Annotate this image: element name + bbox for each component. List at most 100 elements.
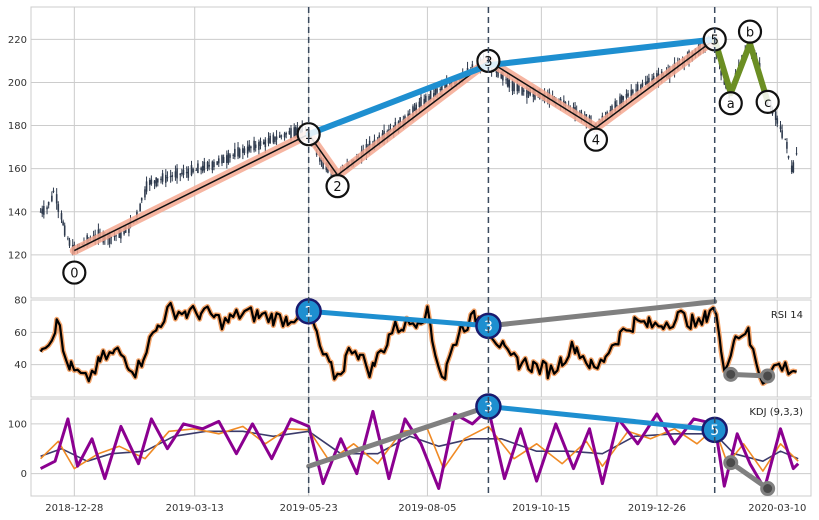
- rsi-panel-label: RSI 14: [771, 310, 803, 321]
- candle-body: [505, 79, 507, 81]
- candle-body: [497, 68, 499, 77]
- candle-body: [283, 133, 286, 138]
- candle-body: [640, 84, 642, 90]
- candle-body: [237, 147, 239, 157]
- candle-body: [439, 88, 442, 91]
- rsi-y-tick-label: 60: [14, 328, 27, 339]
- candle-body: [614, 101, 616, 111]
- candle-body: [632, 90, 634, 94]
- x-tick-label: 2019-03-13: [166, 503, 224, 514]
- candle-body: [206, 162, 209, 169]
- candle-body: [784, 138, 787, 140]
- kdj-j-line: [39, 407, 800, 490]
- candle-body: [39, 211, 42, 213]
- candle-body: [176, 168, 178, 179]
- candle-body: [160, 178, 162, 181]
- candle-body: [171, 175, 174, 177]
- candle-body: [120, 231, 122, 239]
- wave-pivot-marker: [325, 174, 350, 199]
- candle-body: [269, 135, 271, 144]
- candle-body: [254, 144, 257, 148]
- correction-wave-line: [711, 38, 771, 103]
- candle-body: [253, 140, 255, 151]
- candle-body: [522, 89, 525, 92]
- candle-body: [155, 177, 157, 187]
- candle-body: [445, 81, 448, 88]
- candle-body: [118, 229, 121, 238]
- candle-body: [795, 153, 798, 155]
- wave-pivot-label: 1: [305, 128, 313, 143]
- candle-body: [527, 90, 530, 94]
- candle-body: [208, 164, 210, 167]
- candle-body: [792, 162, 795, 173]
- candle-body: [165, 174, 167, 183]
- candle-body: [145, 181, 148, 192]
- candle-body: [217, 158, 220, 164]
- kdj-k-line: [40, 425, 799, 472]
- kdj-divergence-gray-line: [306, 404, 491, 469]
- candle-body: [62, 221, 64, 225]
- candle-body: [68, 240, 71, 246]
- candle-body: [636, 84, 639, 95]
- candle-body: [285, 133, 287, 135]
- candle-body: [368, 140, 371, 150]
- candle-body: [444, 84, 446, 89]
- candle-body: [506, 78, 509, 87]
- candle-body: [267, 138, 270, 144]
- candle-body: [425, 95, 427, 102]
- candle-body: [216, 161, 218, 165]
- candle-body: [516, 82, 519, 92]
- candle-body: [248, 144, 251, 151]
- kdj-y-tick-label: 100: [8, 419, 27, 430]
- candle-body: [232, 154, 235, 156]
- candle-body: [43, 206, 45, 215]
- candle-body: [320, 160, 323, 162]
- wave-pivot-label: c: [764, 96, 771, 111]
- candle-body: [221, 155, 223, 164]
- wave-pivot-label: 4: [592, 134, 600, 149]
- candle-body: [521, 86, 523, 95]
- candle-body: [190, 165, 193, 176]
- candle-body: [272, 134, 275, 143]
- candle-body: [67, 238, 69, 240]
- rsi-blue-point-label: 3: [484, 319, 493, 335]
- x-tick-label: 2019-05-23: [280, 503, 338, 514]
- candle-body: [641, 83, 644, 87]
- candle-body: [278, 135, 281, 138]
- candle-body: [57, 204, 60, 212]
- candle-body: [246, 146, 249, 154]
- wave-pivot-marker: [755, 89, 780, 114]
- candle-body: [182, 169, 185, 175]
- candle-body: [250, 146, 252, 149]
- candle-body: [423, 98, 426, 106]
- candle-body: [213, 161, 215, 167]
- candle-body: [148, 180, 151, 185]
- candle-body: [635, 89, 637, 91]
- candle-body: [274, 136, 276, 142]
- price-y-tick-label: 220: [8, 35, 27, 46]
- candle-body: [322, 160, 324, 169]
- wave-pivot-marker: [62, 260, 87, 285]
- price-y-tick-label: 180: [8, 121, 27, 132]
- candle-body: [434, 89, 437, 95]
- candle-body: [619, 96, 621, 107]
- candle-body: [110, 236, 113, 238]
- kdj-y-tick-label: 0: [21, 469, 27, 480]
- candle-body: [192, 168, 194, 173]
- candle-body: [187, 168, 190, 178]
- candle-body: [275, 136, 278, 140]
- candle-body: [418, 101, 421, 108]
- candle-body: [140, 197, 143, 201]
- kdj-gray-point: [760, 481, 776, 497]
- wave-pivot-marker: [737, 19, 763, 44]
- candle-body: [227, 153, 230, 164]
- candle-body: [200, 167, 202, 171]
- candle-body: [156, 178, 159, 183]
- candle-body: [47, 201, 50, 206]
- rsi-y-tick-label: 80: [14, 296, 27, 307]
- candle-body: [139, 203, 141, 212]
- x-tick-label: 2018-12-28: [45, 503, 103, 514]
- candle-body: [115, 235, 117, 237]
- candle-body: [441, 84, 443, 91]
